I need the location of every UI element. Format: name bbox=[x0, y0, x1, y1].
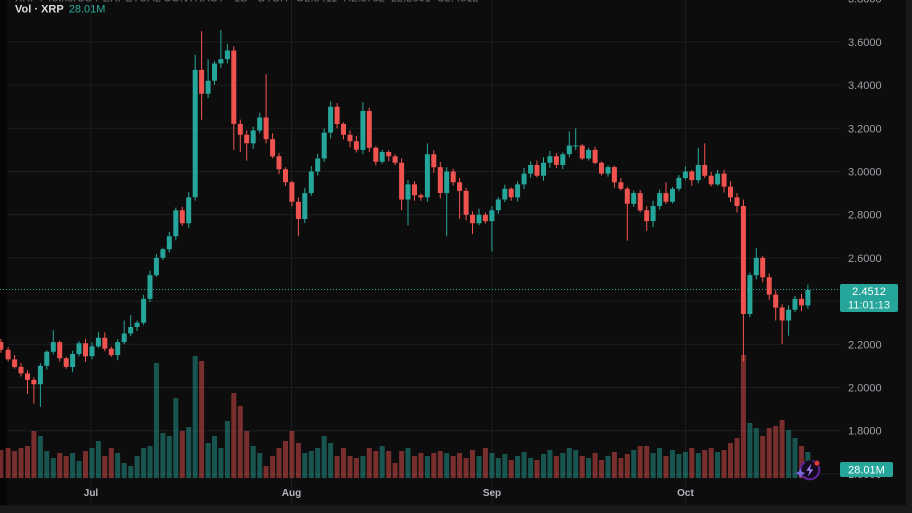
svg-text:Jul: Jul bbox=[84, 488, 99, 499]
svg-text:XRP / TetherUS PERPETUAL CONTR: XRP / TetherUS PERPETUAL CONTRACT · 1D ·… bbox=[15, 0, 478, 5]
svg-text:2.4512: 2.4512 bbox=[852, 286, 886, 298]
svg-text:3.2000: 3.2000 bbox=[848, 123, 882, 135]
svg-text:Oct: Oct bbox=[677, 488, 694, 499]
svg-text:Vol · XRP 28.01M: Vol · XRP 28.01M bbox=[15, 4, 105, 16]
svg-text:11:01:13: 11:01:13 bbox=[848, 300, 890, 312]
svg-text:2.8000: 2.8000 bbox=[848, 210, 882, 222]
svg-text:3.8000: 3.8000 bbox=[848, 0, 882, 6]
svg-text:2.2000: 2.2000 bbox=[848, 339, 882, 351]
svg-text:Sep: Sep bbox=[483, 488, 501, 499]
svg-text:2.0000: 2.0000 bbox=[848, 383, 882, 395]
svg-text:28.01M: 28.01M bbox=[848, 465, 885, 477]
svg-text:3.0000: 3.0000 bbox=[848, 167, 882, 179]
svg-text:Aug: Aug bbox=[282, 488, 301, 499]
svg-text:1.8000: 1.8000 bbox=[848, 426, 882, 438]
svg-text:3.6000: 3.6000 bbox=[848, 37, 882, 49]
svg-text:3.4000: 3.4000 bbox=[848, 80, 882, 92]
svg-text:2.6000: 2.6000 bbox=[848, 253, 882, 265]
